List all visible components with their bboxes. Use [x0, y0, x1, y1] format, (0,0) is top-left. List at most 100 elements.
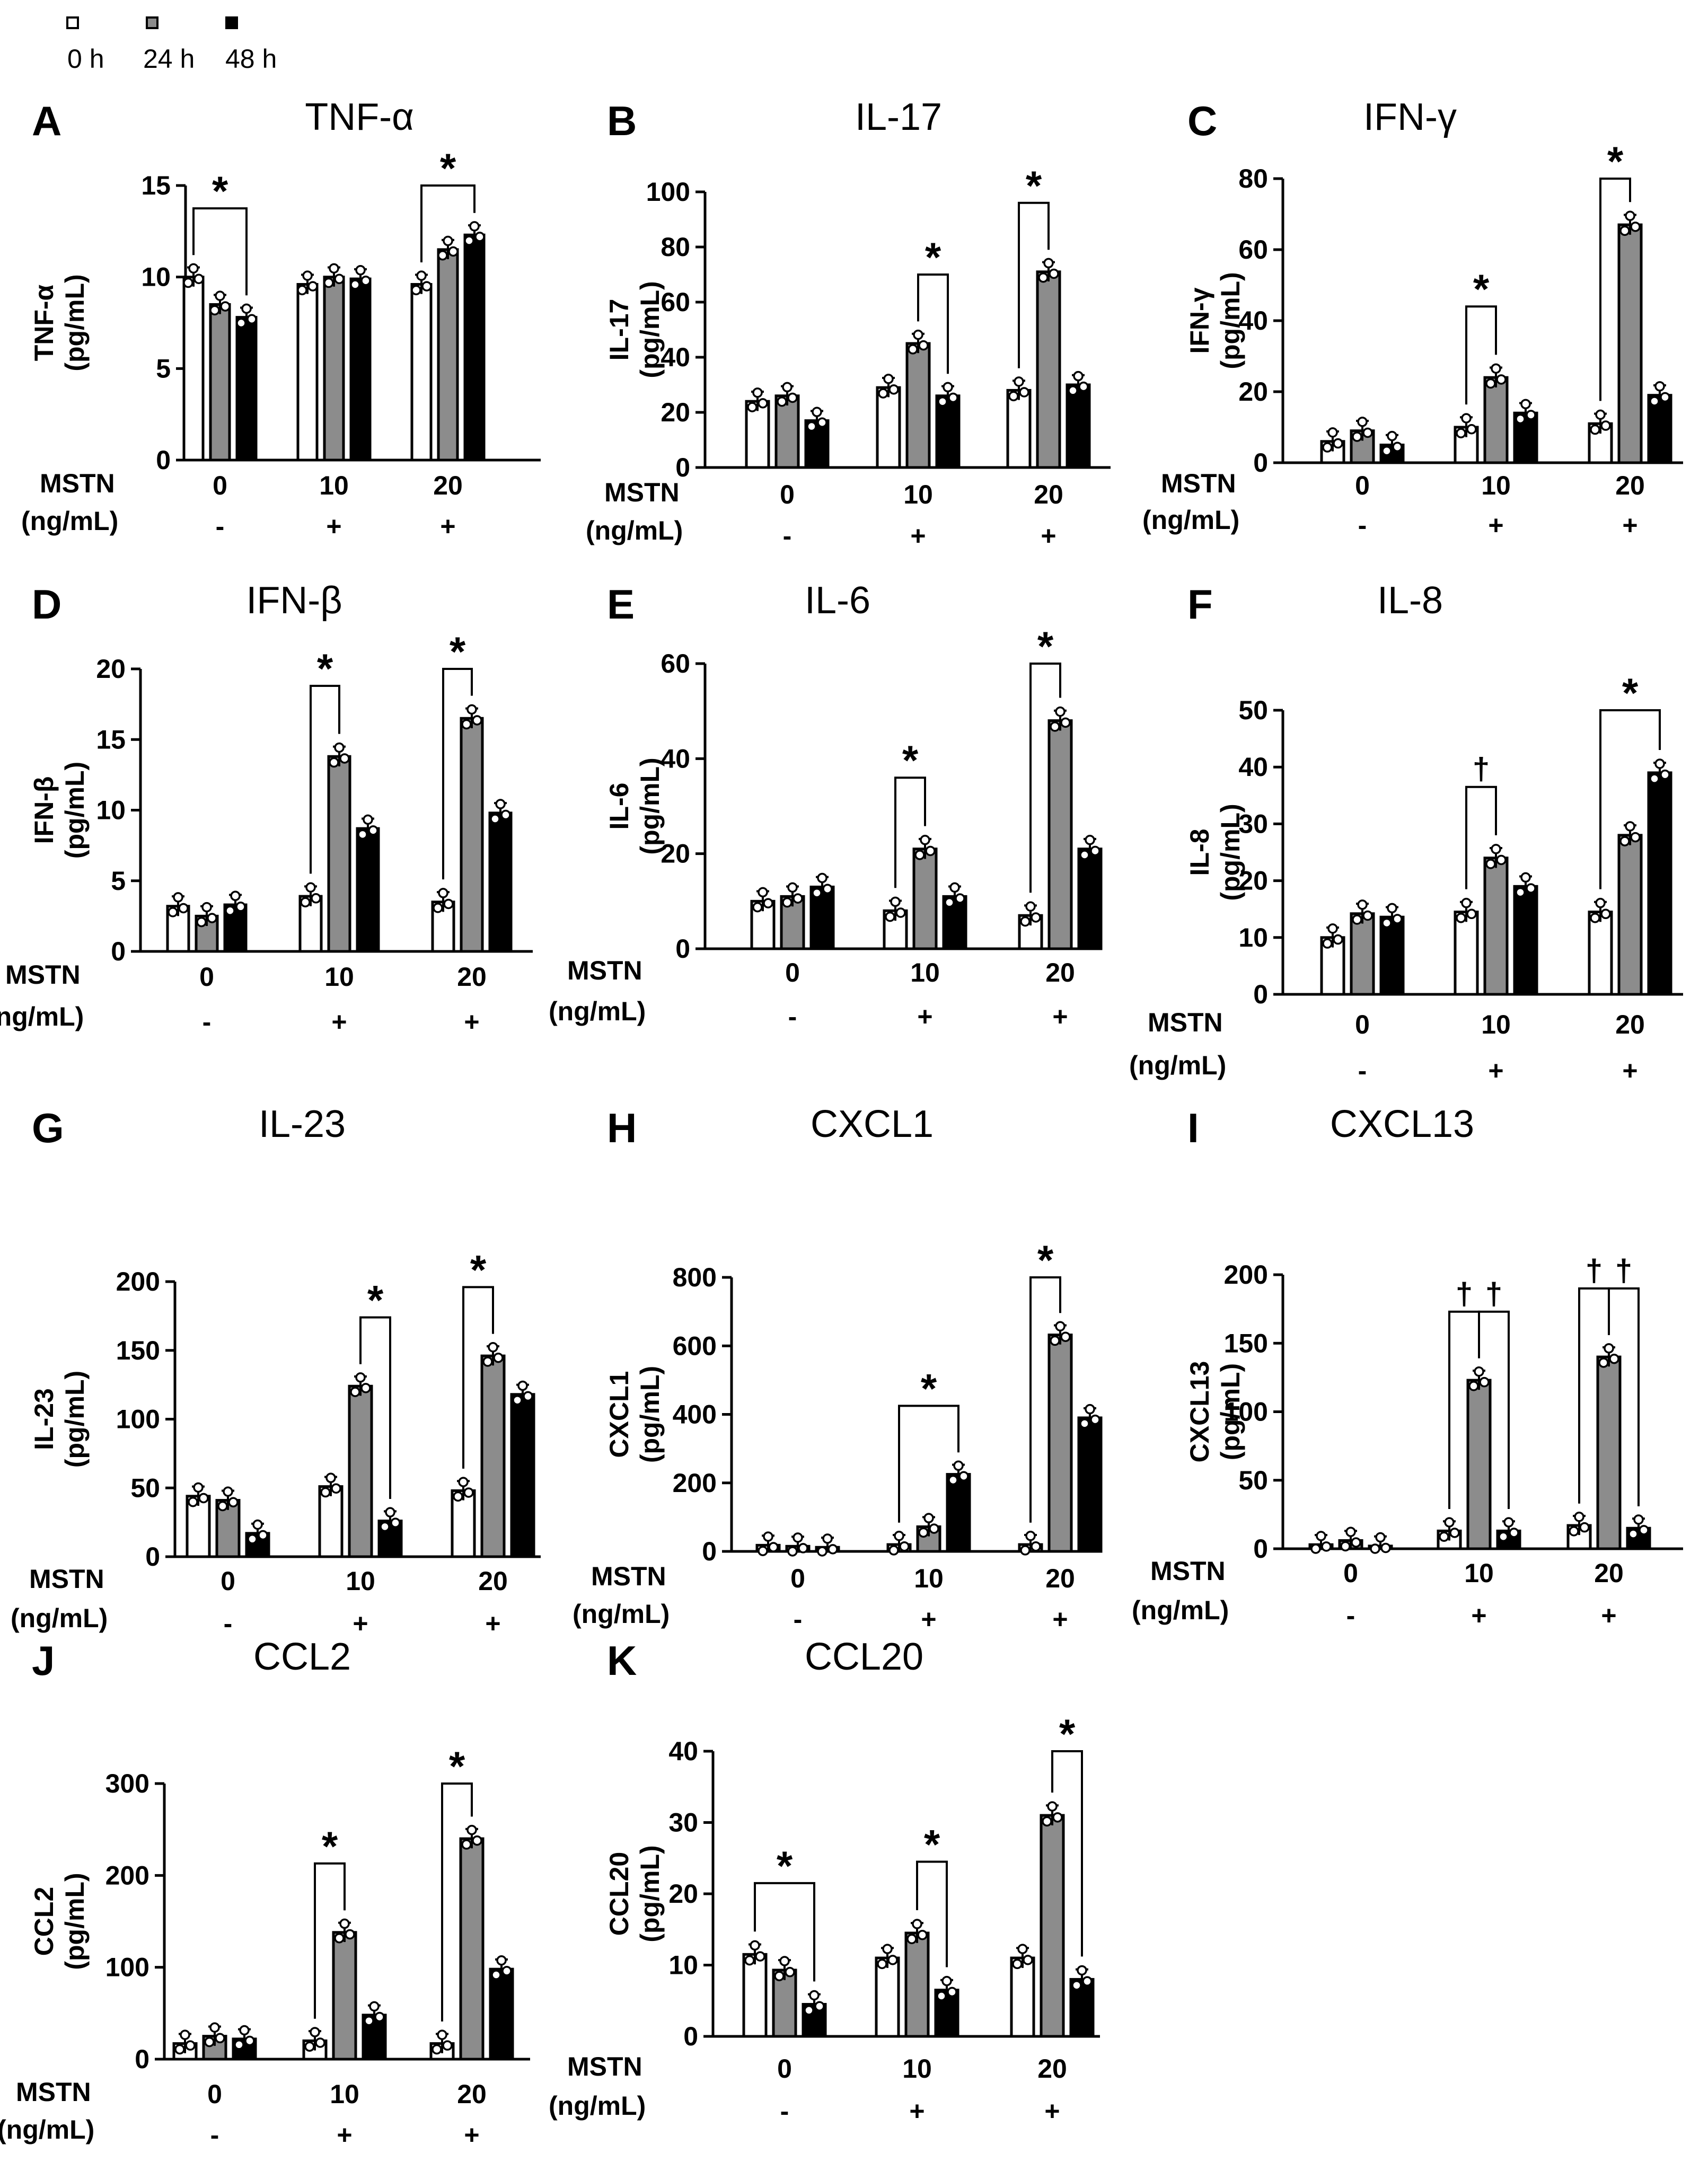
panel-e-sign-20: +	[1052, 1002, 1068, 1031]
panel-b-bar-48-h-g10-point-1	[937, 396, 948, 407]
panel-b-ytick-label-60: 60	[661, 287, 690, 317]
panel-g-bar-0-h-g20-point-1	[453, 1491, 463, 1502]
panel-g-bar-48-h-g0-point-1	[247, 1534, 258, 1545]
panel-e-title: IL-6	[805, 579, 870, 622]
panel-d-bar-0-h-g20-point-3	[443, 898, 454, 910]
panel-e-bar-24-h-g10-point-1	[914, 850, 925, 860]
panel-f-sign-20: +	[1622, 1056, 1637, 1086]
panel-e-group-label-10: 10	[910, 958, 940, 987]
panel-d-group-label-20: 20	[457, 962, 487, 992]
panel-d-bracket-1	[310, 684, 340, 874]
panel-d-sign-10: +	[331, 1007, 347, 1037]
panel-i-bar-48-h-g10-point-2	[1503, 1517, 1514, 1528]
panel-c-x-title-unit: (ng/mL)	[1142, 505, 1239, 535]
panel-b-bar-48-h-g20-point-1	[1068, 385, 1078, 396]
panel-e-bar-24-h-g20-point-1	[1050, 721, 1060, 732]
panel-a-bar-24-h-g10-point-1	[323, 277, 334, 288]
panel-e-group-label-20: 20	[1045, 958, 1075, 987]
panel-c-bar-24-h-g20-point-3	[1630, 222, 1641, 232]
panel-a-bar-48-h-g10-point-3	[360, 275, 371, 286]
panel-b-bar-48-h-g0-point-1	[806, 421, 817, 432]
panel-k-bar-24-h-g20-point-1	[1042, 1816, 1052, 1827]
panel-h-bar-0-h-g20-point-3	[1031, 1541, 1041, 1552]
panel-b-bar-0-h-g20	[1006, 389, 1032, 469]
panel-d-bar-24-h-g0-point-1	[196, 916, 207, 928]
panel-e-letter: E	[607, 581, 635, 628]
panel-i-bar-48-h-g0-point-2	[1375, 1532, 1386, 1543]
panel-b-bar-24-h-g10-point-1	[908, 344, 918, 355]
panel-f-bracket-1-label: †	[1473, 752, 1490, 787]
panel-f-group-label-20: 20	[1615, 1010, 1645, 1039]
panel-g-bar-48-h-g10-point-3	[390, 1517, 401, 1528]
legend-swatch-0h	[66, 16, 79, 29]
panel-j-bar-0-h-g0-point-2	[180, 2029, 190, 2040]
panel-i-sign-0: -	[1346, 1601, 1355, 1630]
panel-d-bar-48-h-g20-point-2	[495, 799, 506, 809]
panel-c-bar-24-h-g0-point-1	[1352, 431, 1362, 442]
panel-j-bar-0-h-g20-point-2	[437, 2029, 447, 2040]
panel-g-bar-48-h-g20-point-2	[517, 1380, 528, 1391]
panel-j-bar-24-h-g20-point-2	[466, 1824, 477, 1835]
panel-c-x-title-mstn: MSTN	[1161, 469, 1236, 498]
panel-f-bar-24-h-g0-point-3	[1362, 910, 1373, 921]
panel-d-letter: D	[32, 581, 61, 628]
legend-swatch-24h	[146, 16, 159, 29]
panel-g-bar-0-h-g10-point-3	[331, 1483, 341, 1494]
panel-d-x-title-unit: (ng/mL)	[0, 1002, 84, 1031]
panel-e-bar-0-h-g0-point-3	[763, 898, 773, 908]
panel-g-bar-24-h-g10-point-3	[360, 1383, 371, 1393]
panel-g-bracket-1	[359, 1316, 391, 1499]
panel-b-bar-0-h-g0	[745, 400, 770, 469]
panel-d-yunit: (pg/mL)	[60, 762, 90, 859]
panel-j-bar-48-h-g0-point-3	[244, 2035, 255, 2046]
panel-a-bar-0-h-g10-point-3	[307, 281, 318, 292]
panel-f-group-label-10: 10	[1481, 1010, 1511, 1039]
panel-d-bar-48-h-g10-point-2	[363, 814, 373, 825]
panel-g-bar-24-h-g0-point-2	[223, 1486, 233, 1497]
panel-d-bar-0-h-g10-point-2	[305, 882, 316, 893]
panel-a-bar-48-h-g0-point-2	[241, 303, 252, 314]
panel-c-bar-0-h-g0-point-1	[1322, 442, 1333, 453]
panel-i-bar-24-h-g20	[1596, 1355, 1622, 1550]
panel-i-bar-24-h-g0-point-3	[1351, 1537, 1361, 1548]
panel-i-x-title-unit: (ng/mL)	[1132, 1595, 1229, 1625]
panel-i-bar-48-h-g10-point-1	[1498, 1531, 1509, 1542]
panel-a-bar-24-h-g20-point-2	[443, 235, 453, 246]
panel-f-group-label-0: 0	[1355, 1010, 1370, 1039]
panel-d-bar-48-h-g20-point-3	[500, 809, 511, 820]
panel-b-bar-48-h-g10	[935, 394, 961, 469]
panel-h-bar-0-h-g10-point-2	[894, 1531, 904, 1541]
panel-j-bar-0-h-g20-point-1	[432, 2044, 442, 2055]
panel-d-bar-24-h-g20-point-1	[461, 719, 472, 730]
panel-g-ytick-label-200: 200	[116, 1267, 160, 1296]
panel-f-bar-0-h-g20-point-2	[1595, 897, 1606, 908]
panel-h-bar-24-h-g10-point-1	[918, 1527, 929, 1538]
panel-d-x-title-mstn: MSTN	[5, 960, 81, 990]
panel-j-x-title-unit: (ng/mL)	[0, 2115, 94, 2144]
panel-j-bar-24-h-g10-point-1	[334, 1932, 345, 1944]
panel-a-bar-0-h-g0-point-1	[183, 277, 193, 288]
panel-e-sign-10: +	[917, 1002, 932, 1031]
panel-b-bar-48-h-g0-point-3	[817, 417, 827, 428]
panel-k-sign-0: -	[780, 2096, 789, 2126]
panel-j-bar-24-h-g20-point-3	[472, 1835, 482, 1846]
panel-k-bar-48-h-g20-point-3	[1082, 1976, 1093, 1987]
panel-j-bracket-1	[314, 1862, 346, 2019]
panel-e-sign-0: -	[788, 1002, 797, 1031]
panel-k-ytick-label-40: 40	[668, 1736, 698, 1766]
panel-g-bar-0-h-g10-point-2	[325, 1472, 336, 1484]
panel-a-bar-0-h-g20-point-3	[421, 281, 432, 292]
panel-f-ytick-label-10: 10	[1238, 923, 1268, 952]
panel-b-bar-24-h-g10	[905, 342, 931, 469]
panel-i-bracket-2	[1478, 1310, 1510, 1510]
panel-h-sign-20: +	[1052, 1604, 1068, 1634]
panel-j-bar-48-h-g20	[489, 1967, 514, 2061]
panel-b-bar-48-h-g20-point-3	[1078, 381, 1089, 392]
panel-g-group-label-0: 0	[221, 1566, 235, 1596]
panel-c-ytick-label-60: 60	[1238, 235, 1268, 264]
panel-b-ytick-label-20: 20	[661, 398, 690, 427]
panel-b-bracket-2-label: *	[1026, 162, 1042, 209]
panel-c-sign-20: +	[1622, 510, 1637, 540]
panel-e-bar-24-h-g10-point-3	[925, 845, 936, 857]
